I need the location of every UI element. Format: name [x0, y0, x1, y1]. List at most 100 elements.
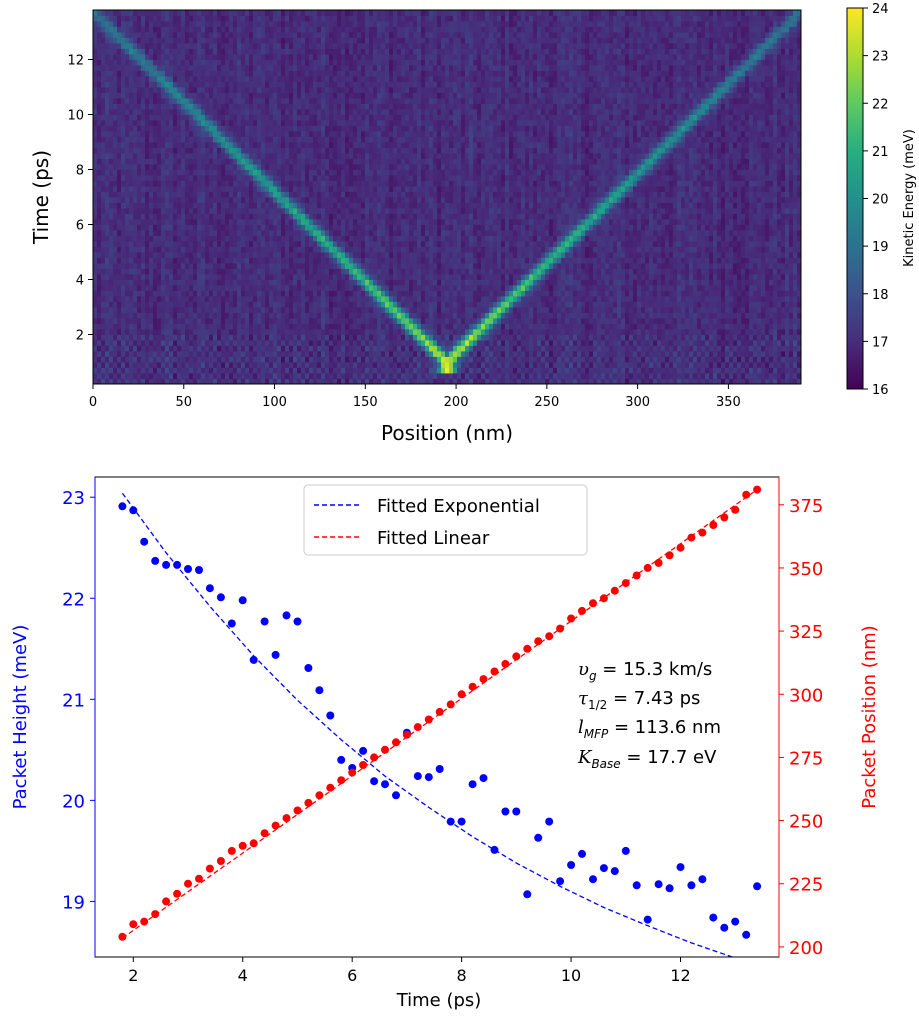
heatmap-cell	[525, 373, 529, 379]
heatmap-cell	[633, 274, 637, 280]
heatmap-cell	[197, 269, 201, 275]
heatmap-cell	[753, 335, 757, 341]
heatmap-cell	[477, 274, 481, 280]
heatmap-cell	[697, 263, 701, 269]
heatmap-cell	[413, 280, 417, 286]
heatmap-cell	[493, 280, 497, 286]
heatmap-cell	[665, 230, 669, 236]
heatmap-cell	[541, 324, 545, 330]
heatmap-cell	[453, 362, 457, 368]
heatmap-cell	[621, 274, 625, 280]
heatmap-cell	[693, 296, 697, 302]
heatmap-cell	[473, 285, 477, 291]
heatmap-cell	[577, 258, 581, 264]
heatmap-cell	[225, 340, 229, 346]
heatmap-cell	[653, 362, 657, 368]
heatmap-cell	[165, 296, 169, 302]
heatmap-cell	[545, 274, 549, 280]
heatmap-cell	[125, 258, 129, 264]
heatmap-cell	[753, 274, 757, 280]
heatmap-cell	[469, 274, 473, 280]
heatmap-cell	[629, 291, 633, 297]
heatmap-cell	[461, 307, 465, 313]
heatmap-cell	[257, 269, 261, 275]
heatmap-cell	[645, 285, 649, 291]
heatmap-cell	[457, 368, 461, 374]
heatmap-cell	[325, 368, 329, 374]
heatmap-cell	[157, 296, 161, 302]
heatmap-cell	[581, 351, 585, 357]
heatmap-cell	[129, 258, 133, 264]
heatmap-cell	[173, 263, 177, 269]
heatmap-cell	[173, 351, 177, 357]
heatmap-cell	[761, 252, 765, 258]
heatmap-cell	[717, 296, 721, 302]
heatmap-cell	[105, 247, 109, 253]
heatmap-cell	[161, 263, 165, 269]
heatmap-cell	[281, 236, 285, 242]
heatmap-cell	[729, 274, 733, 280]
heatmap-cell	[361, 230, 365, 236]
heatmap-cell	[317, 236, 321, 242]
heatmap-cell	[429, 357, 433, 363]
heatmap-cell	[177, 225, 181, 231]
heatmap-cell	[473, 252, 477, 258]
heatmap-cell	[429, 313, 433, 319]
heatmap-cell	[437, 258, 441, 264]
heatmap-cell	[449, 269, 453, 275]
heatmap-cell	[505, 302, 509, 308]
heatmap-cell	[581, 362, 585, 368]
heatmap-cell	[665, 269, 669, 275]
heatmap-cell	[541, 318, 545, 324]
heatmap-cell	[737, 340, 741, 346]
heatmap-cell	[497, 335, 501, 341]
heatmap-cell	[417, 291, 421, 297]
heatmap-cell	[533, 357, 537, 363]
heatmap-cell	[429, 373, 433, 379]
heatmap-cell	[413, 236, 417, 242]
heatmap-cell	[569, 335, 573, 341]
heatmap-cell	[293, 258, 297, 264]
heatmap-cell	[553, 324, 557, 330]
heatmap-cell	[781, 230, 785, 236]
heatmap-cell	[389, 263, 393, 269]
heatmap-cell	[781, 318, 785, 324]
heatmap-cell	[321, 236, 325, 242]
heatmap-cell	[93, 241, 97, 247]
heatmap-cell	[621, 241, 625, 247]
heatmap-cell	[573, 230, 577, 236]
heatmap-cell	[757, 291, 761, 297]
heatmap-cell	[593, 340, 597, 346]
heatmap-cell	[397, 362, 401, 368]
heatmap-cell	[225, 302, 229, 308]
heatmap-cell	[445, 296, 449, 302]
heatmap-cell	[249, 296, 253, 302]
heatmap-cell	[197, 351, 201, 357]
heatmap-cell	[773, 236, 777, 242]
heatmap-cell	[381, 324, 385, 330]
heatmap-cell	[617, 263, 621, 269]
heatmap-cell	[245, 324, 249, 330]
heatmap-cell	[421, 302, 425, 308]
heatmap-cell	[225, 263, 229, 269]
heatmap-cell	[381, 241, 385, 247]
heatmap-cell	[437, 252, 441, 258]
heatmap-cell	[565, 368, 569, 374]
heatmap-cell	[317, 302, 321, 308]
heatmap-cell	[405, 346, 409, 352]
heatmap-cell	[213, 258, 217, 264]
heatmap-cell	[401, 247, 405, 253]
heatmap-cell	[381, 269, 385, 275]
heatmap-cell	[617, 368, 621, 374]
heatmap-cell	[749, 357, 753, 363]
heatmap-cell	[265, 269, 269, 275]
heatmap-cell	[377, 241, 381, 247]
heatmap-cell	[601, 351, 605, 357]
heatmap-cell	[189, 302, 193, 308]
heatmap-cell	[717, 324, 721, 330]
heatmap-cell	[121, 280, 125, 286]
heatmap-cell	[381, 362, 385, 368]
heatmap-cell	[549, 307, 553, 313]
heatmap-cell	[373, 247, 377, 253]
heatmap-cell	[733, 274, 737, 280]
